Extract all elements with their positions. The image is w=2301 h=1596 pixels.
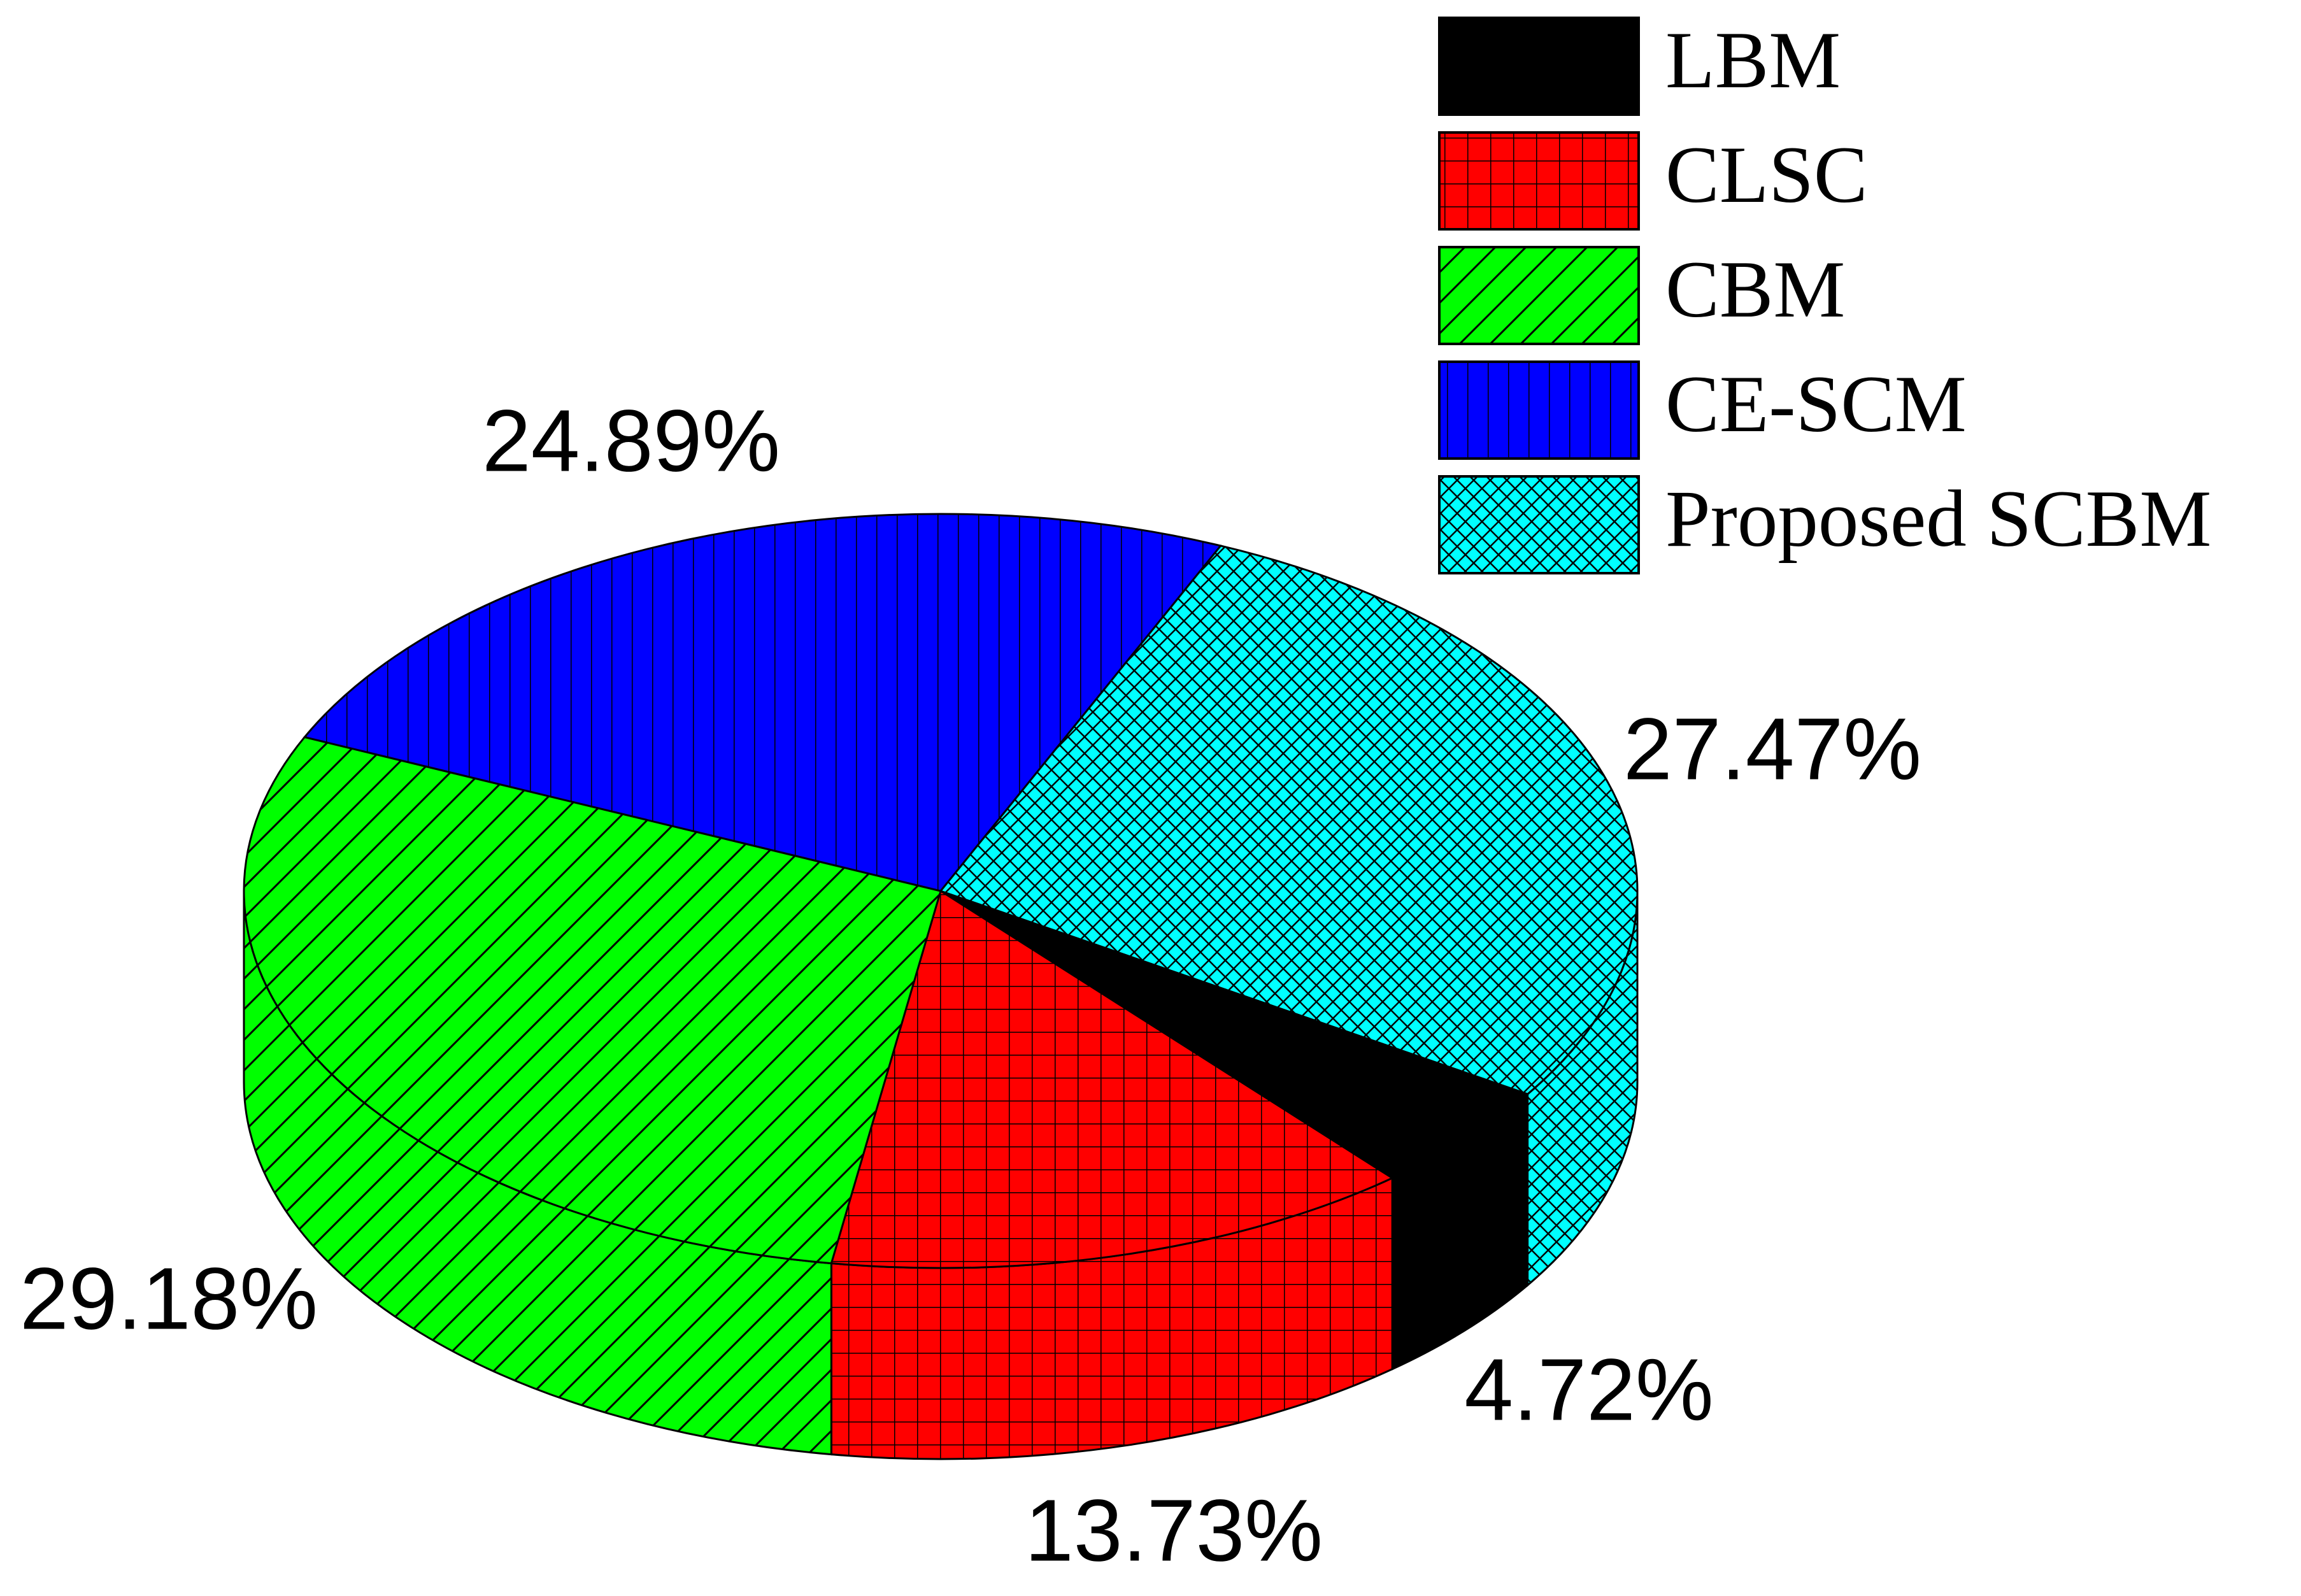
value-label: 24.89% xyxy=(482,392,780,490)
legend-label: CE-SCM xyxy=(1665,360,1967,449)
slice xyxy=(940,890,1530,1179)
legend-swatch xyxy=(1438,360,1640,460)
value-label: 13.73% xyxy=(1025,1481,1323,1579)
legend-label: LBM xyxy=(1665,16,1841,105)
legend-swatch xyxy=(1438,246,1640,345)
legend-swatch xyxy=(1438,475,1640,574)
value-label: 4.72% xyxy=(1464,1341,1713,1439)
value-label: 29.18% xyxy=(20,1250,318,1348)
legend-label: Proposed SCBM xyxy=(1665,474,2211,564)
legend-label: CLSC xyxy=(1665,131,1868,220)
value-label: 27.47% xyxy=(1623,700,1921,798)
legend-swatch xyxy=(1438,17,1640,116)
legend-swatch xyxy=(1438,131,1640,231)
slice xyxy=(939,545,1639,1095)
slice xyxy=(303,513,1223,892)
legend-label: CBM xyxy=(1665,245,1845,334)
slice xyxy=(243,736,942,1265)
slice xyxy=(830,889,1395,1269)
